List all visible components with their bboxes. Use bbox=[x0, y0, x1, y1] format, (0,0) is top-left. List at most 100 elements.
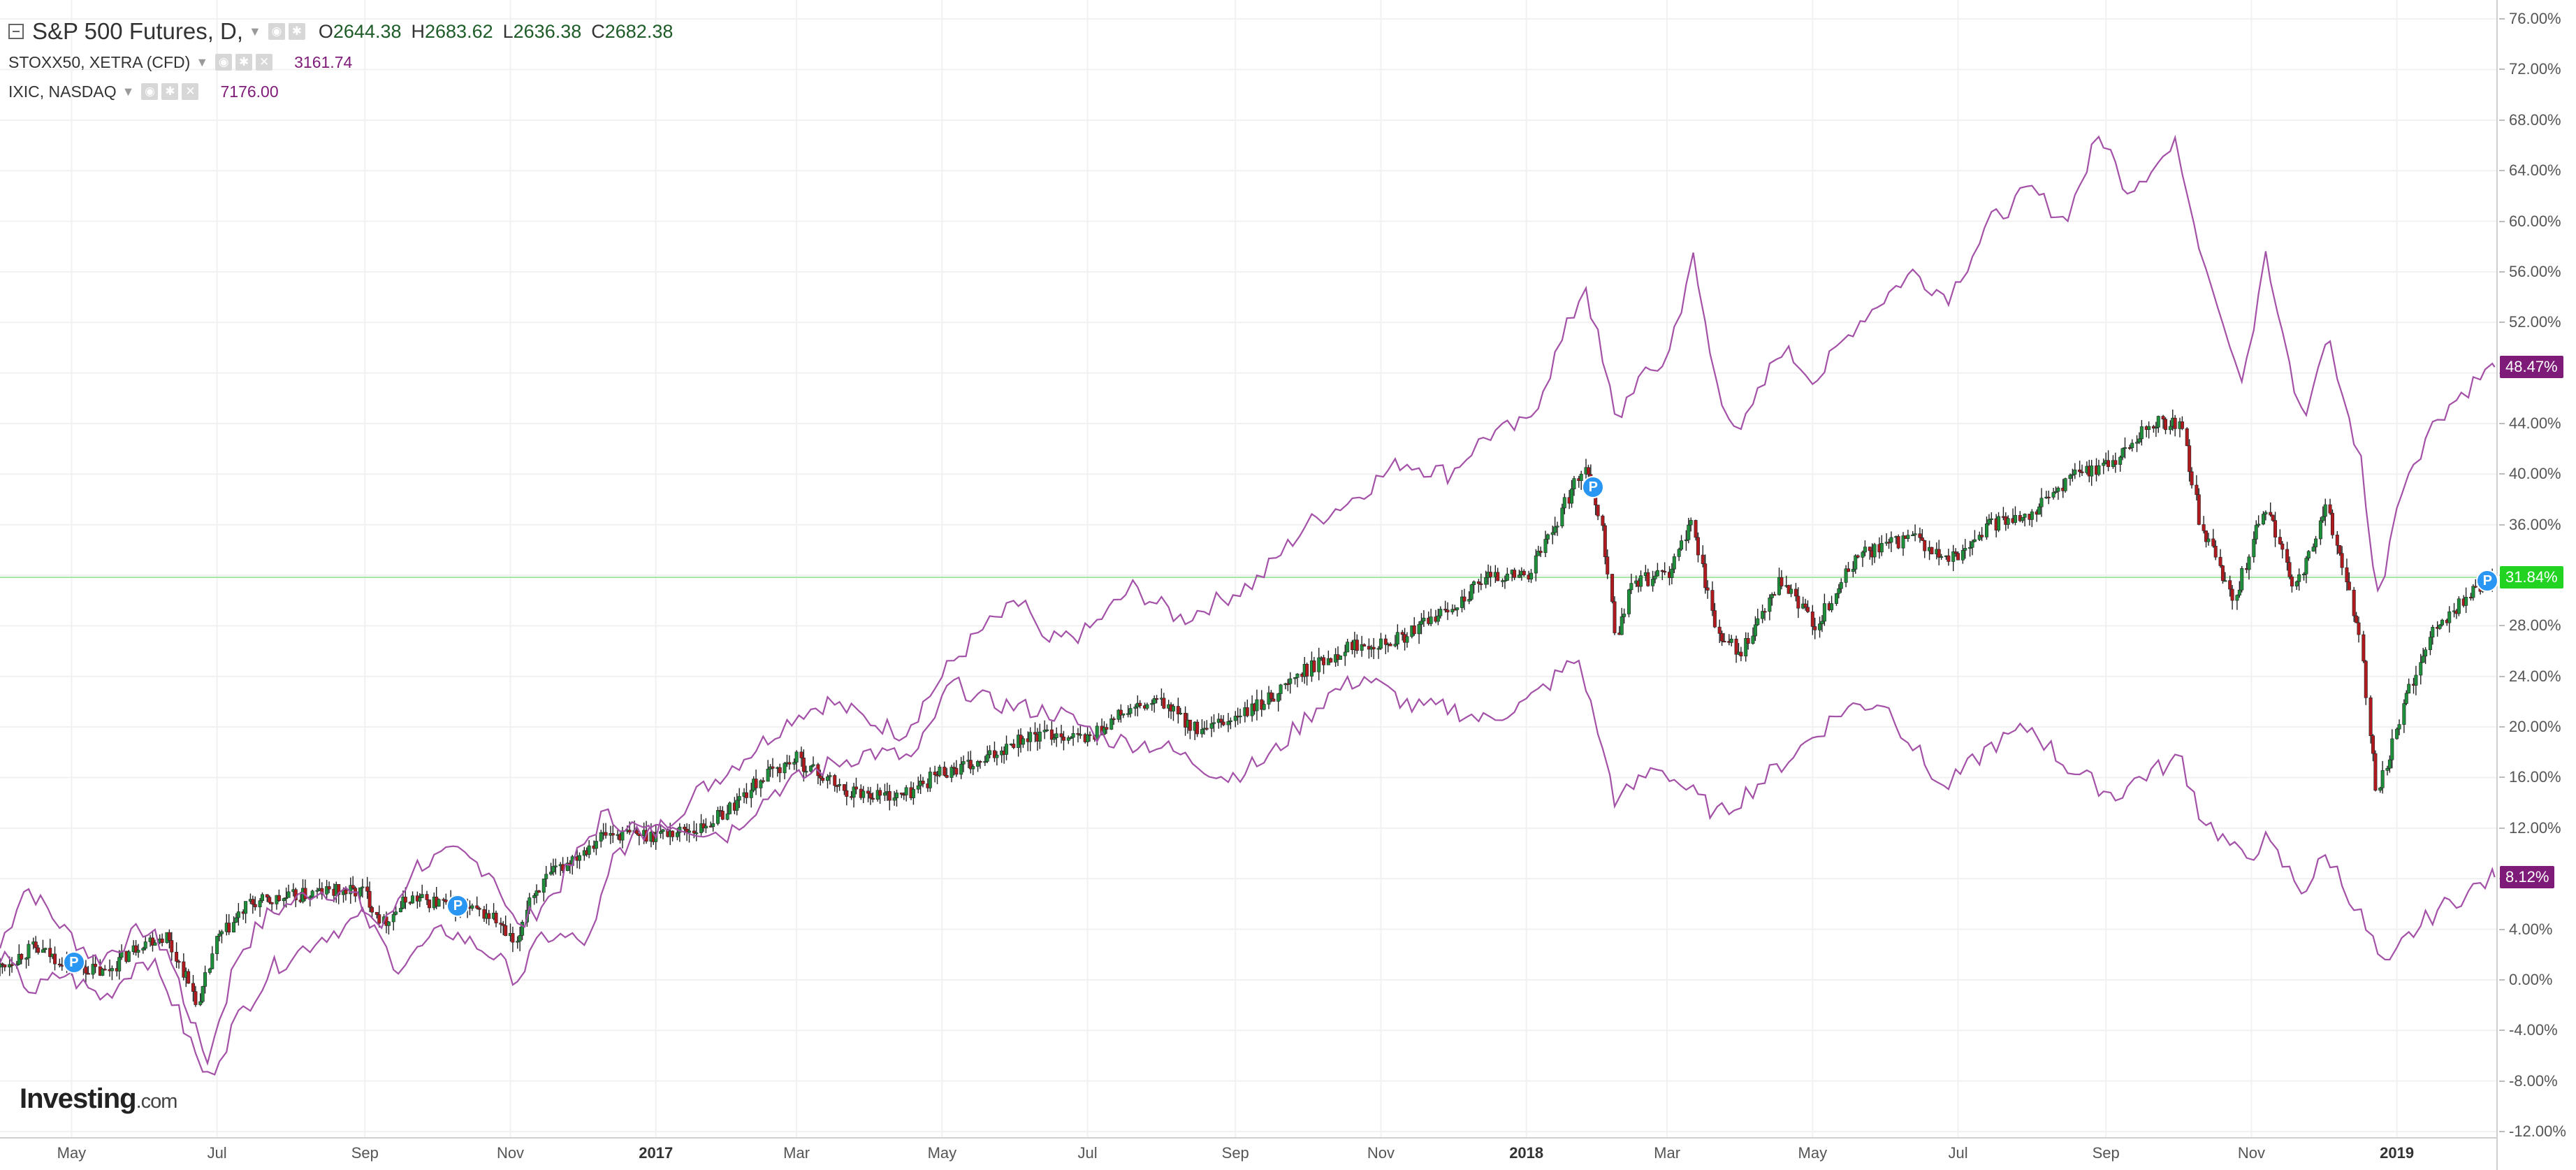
candle-down bbox=[1476, 581, 1480, 584]
candle-up bbox=[838, 784, 842, 786]
ixic-symbol[interactable]: IXIC, NASDAQ bbox=[8, 82, 117, 101]
event-marker[interactable]: P bbox=[2476, 570, 2499, 593]
y-tick-label: -4.00% bbox=[2509, 1021, 2558, 1039]
close-icon[interactable]: ✕ bbox=[182, 83, 199, 100]
candle-up bbox=[551, 866, 555, 873]
candle-up bbox=[2068, 475, 2072, 479]
candle-up bbox=[2056, 487, 2060, 492]
candle-down bbox=[2364, 660, 2368, 698]
chevron-down-icon[interactable]: ▼ bbox=[196, 55, 209, 69]
candle-up bbox=[286, 891, 291, 898]
candle-up bbox=[518, 935, 522, 941]
candle-up bbox=[1346, 642, 1350, 653]
candle-down bbox=[1312, 660, 1316, 672]
candle-down bbox=[1887, 542, 1891, 544]
gear-icon[interactable]: ✱ bbox=[288, 23, 305, 40]
candle-down bbox=[1746, 638, 1750, 644]
y-tick-label: 24.00% bbox=[2509, 667, 2561, 685]
candle-down bbox=[134, 945, 138, 953]
candle-up bbox=[2023, 514, 2027, 518]
candle-up bbox=[715, 810, 720, 824]
candle-up bbox=[1960, 550, 1965, 561]
candle-up bbox=[1572, 478, 1576, 489]
candle-down bbox=[611, 833, 615, 836]
main-symbol[interactable]: S&P 500 Futures, D, bbox=[32, 18, 244, 44]
candle-up bbox=[1555, 526, 1559, 528]
event-marker[interactable]: P bbox=[62, 951, 85, 974]
legend-stoxx-series[interactable]: STOXX50, XETRA (CFD) ▼ ◉ ✱ ✕ 3161.74 bbox=[8, 48, 673, 77]
candle-down bbox=[854, 786, 858, 790]
y-tick-label: 68.00% bbox=[2509, 110, 2561, 129]
eye-icon[interactable]: ◉ bbox=[268, 23, 285, 40]
stoxx-value: 3161.74 bbox=[294, 52, 353, 71]
event-marker[interactable]: P bbox=[446, 894, 470, 917]
candle-up bbox=[91, 964, 95, 975]
candle-up bbox=[215, 936, 219, 954]
low-label: L bbox=[502, 20, 514, 42]
candle-down bbox=[475, 905, 479, 909]
price-axis[interactable]: 76.00% 72.00% 68.00% 64.00% 60.00% 56.00% 52.0… bbox=[2499, 0, 2576, 1170]
candle-down bbox=[1734, 638, 1738, 655]
logo-suffix: .com bbox=[136, 1090, 178, 1113]
collapse-legend-icon[interactable] bbox=[8, 24, 24, 39]
candle-down bbox=[1710, 590, 1715, 611]
candle-up bbox=[386, 921, 391, 926]
candle-up bbox=[1360, 644, 1364, 651]
eye-icon[interactable]: ◉ bbox=[141, 83, 159, 100]
candle-up bbox=[1066, 737, 1070, 741]
candle-down bbox=[1847, 568, 1851, 572]
candle-up bbox=[2006, 518, 2010, 525]
candle-up bbox=[892, 797, 896, 801]
chevron-down-icon[interactable]: ▼ bbox=[249, 24, 261, 38]
candle-up bbox=[659, 831, 663, 834]
candle-up bbox=[1553, 526, 1557, 533]
candle-up bbox=[1684, 540, 1688, 542]
candle-up bbox=[2254, 525, 2258, 540]
candle-up bbox=[2118, 456, 2123, 465]
candle-down bbox=[2362, 634, 2366, 662]
candle-up bbox=[2440, 619, 2444, 626]
chevron-down-icon[interactable]: ▼ bbox=[122, 84, 135, 99]
candle-up bbox=[534, 890, 539, 896]
legend-main-series[interactable]: S&P 500 Futures, D, ▼ ◉ ✱ O 2644.38 H 2683… bbox=[8, 15, 673, 48]
candle-down bbox=[2345, 567, 2349, 582]
candle-up bbox=[1997, 516, 2001, 530]
candle-up bbox=[809, 765, 813, 772]
legend-ixic-series[interactable]: IXIC, NASDAQ ▼ ◉ ✱ ✕ 7176.00 bbox=[8, 77, 673, 106]
candle-down bbox=[2127, 447, 2132, 449]
candle-up bbox=[1455, 607, 1460, 610]
x-tick-label: May bbox=[57, 1144, 87, 1162]
candle-down bbox=[1763, 611, 1767, 613]
candle-up bbox=[1255, 699, 1259, 712]
candle-down bbox=[604, 832, 608, 836]
candle-up bbox=[1655, 570, 1659, 577]
candle-up bbox=[1689, 520, 1693, 526]
gear-icon[interactable]: ✱ bbox=[235, 54, 253, 71]
close-icon[interactable]: ✕ bbox=[256, 54, 273, 71]
candle-down bbox=[2204, 530, 2208, 542]
candle-down bbox=[1205, 728, 1209, 730]
candle-up bbox=[1687, 524, 1691, 540]
stoxx-symbol[interactable]: STOXX50, XETRA (CFD) bbox=[8, 52, 191, 71]
y-tick-label: 56.00% bbox=[2509, 262, 2561, 280]
y-tick-mark bbox=[2499, 523, 2505, 526]
candle-up bbox=[2206, 538, 2211, 542]
candle-down bbox=[344, 889, 348, 895]
candle-up bbox=[470, 905, 474, 909]
candle-up bbox=[2428, 637, 2432, 651]
eye-icon[interactable]: ◉ bbox=[215, 54, 233, 71]
candle-up bbox=[675, 832, 679, 837]
candle-down bbox=[1773, 594, 1777, 596]
candle-down bbox=[2340, 553, 2344, 568]
candle-down bbox=[377, 914, 381, 924]
candle-up bbox=[398, 908, 402, 913]
candle-up bbox=[1469, 584, 1473, 600]
candle-up bbox=[1293, 677, 1297, 679]
gear-icon[interactable]: ✱ bbox=[161, 83, 179, 100]
candle-up bbox=[1121, 713, 1126, 716]
event-marker[interactable]: P bbox=[1582, 476, 1605, 498]
candle-up bbox=[1472, 581, 1476, 585]
close-value: 2682.38 bbox=[604, 20, 674, 42]
